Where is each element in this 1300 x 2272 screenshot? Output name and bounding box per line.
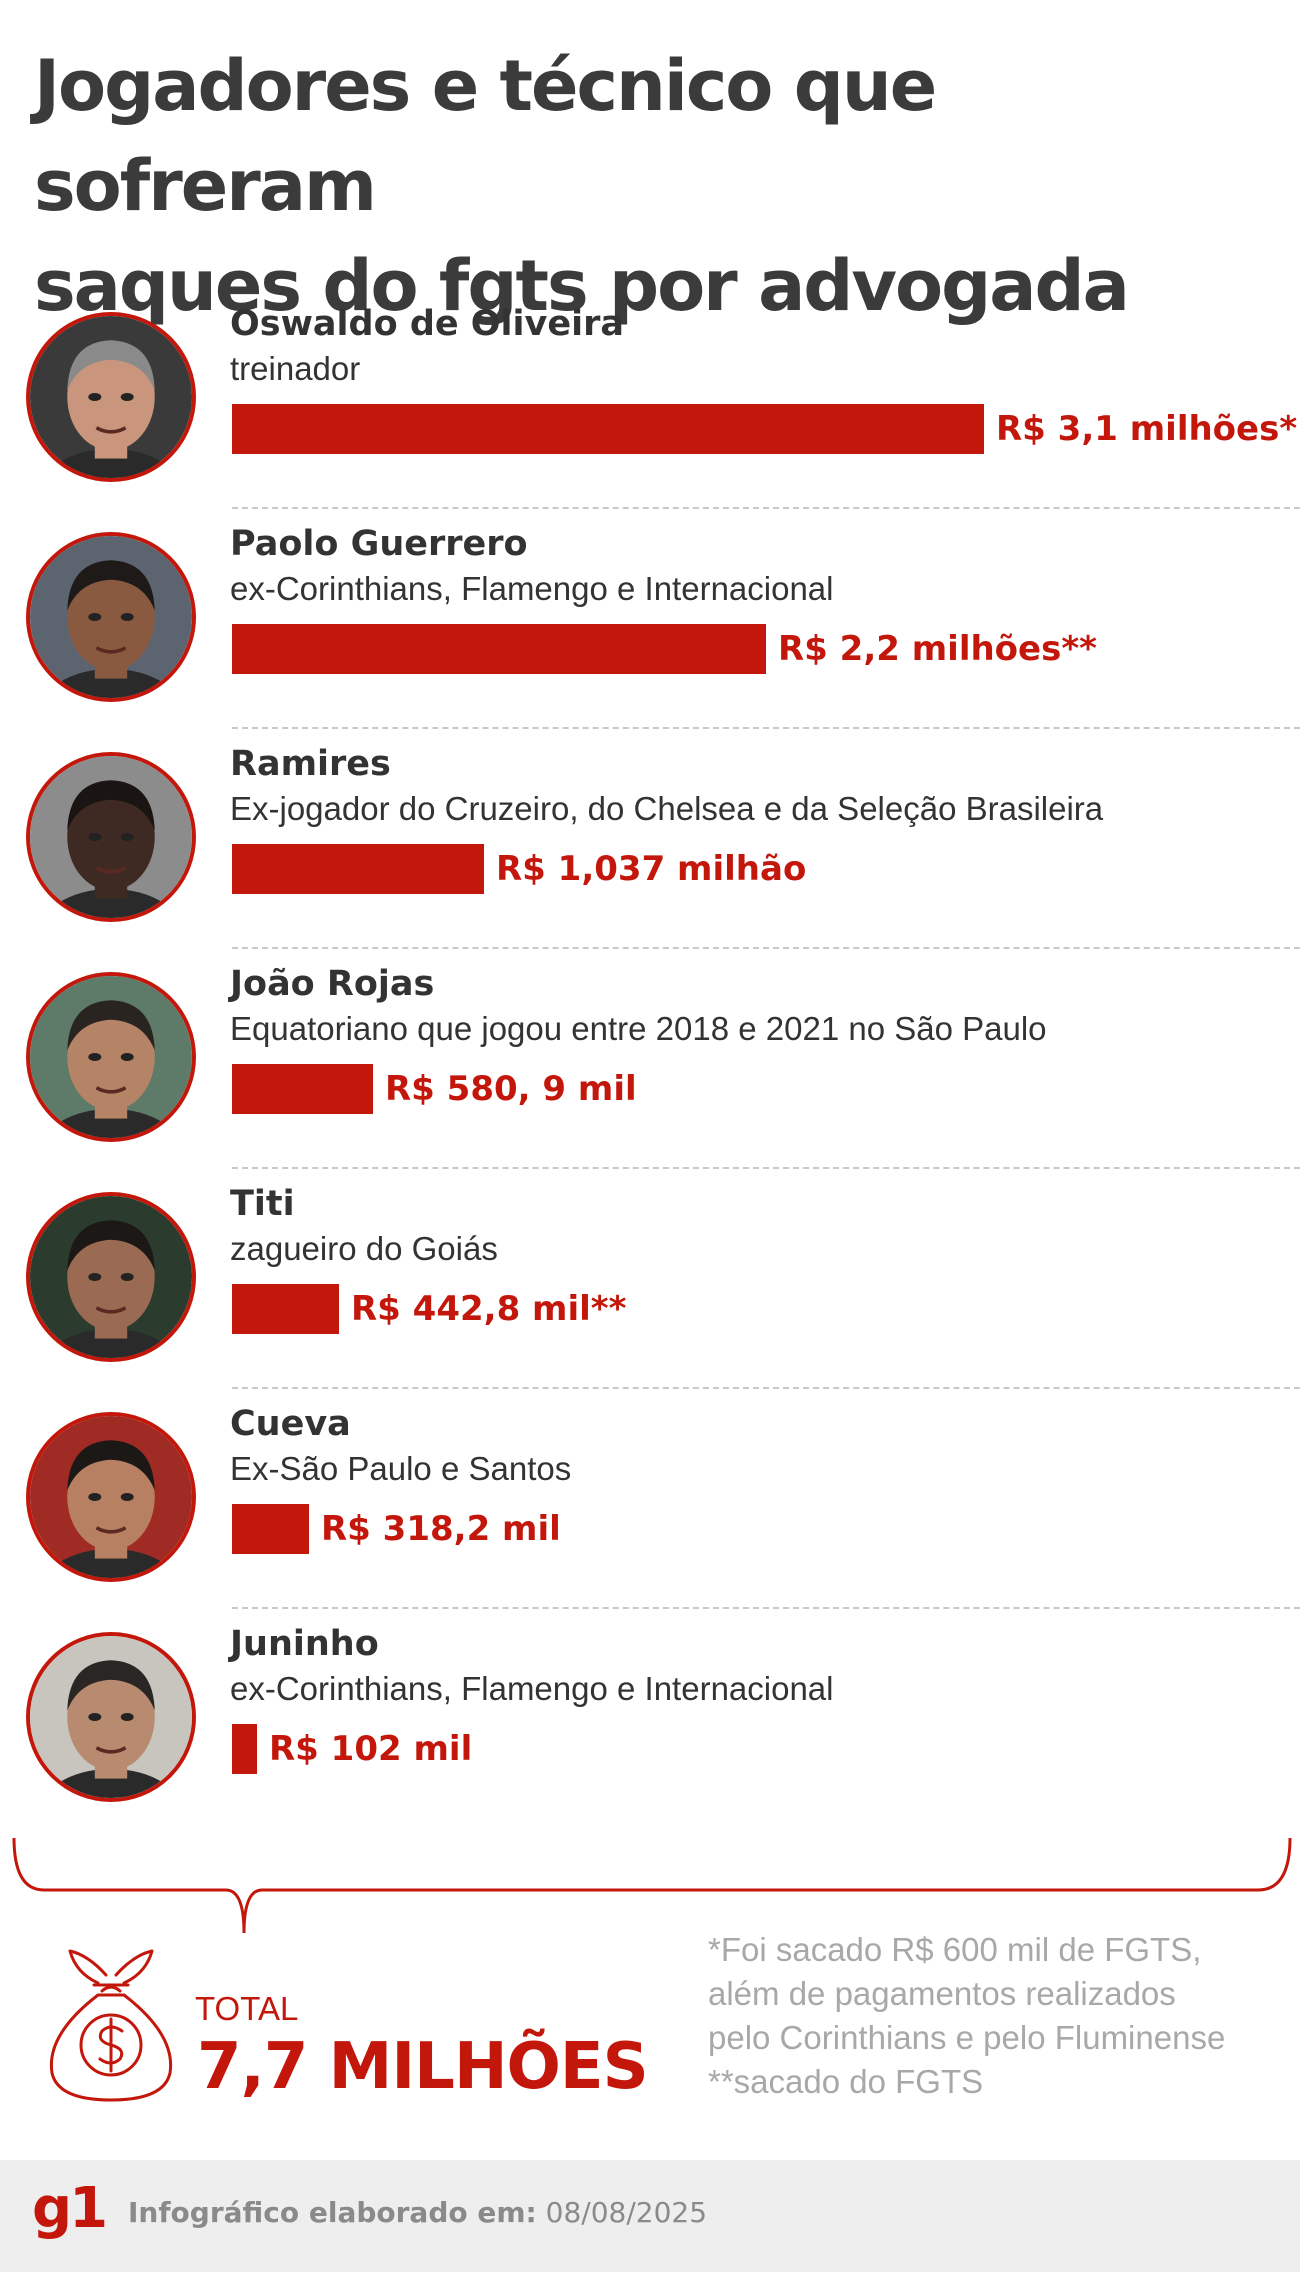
person-photo <box>26 1412 196 1582</box>
value-label: R$ 1,037 milhão <box>496 849 807 889</box>
footnote-line: pelo Corinthians e pelo Fluminense <box>708 2019 1226 2056</box>
person-row: Juninho ex-Corinthians, Flamengo e Intern… <box>0 1608 1300 1828</box>
value-bar <box>232 1064 373 1114</box>
person-photo <box>26 1192 196 1362</box>
row-separator <box>232 1387 1300 1389</box>
person-role: ex-Corinthians, Flamengo e Internacional <box>230 1670 834 1707</box>
value-label: R$ 318,2 mil <box>321 1509 561 1549</box>
title-line-1: Jogadores e técnico que sofreram <box>34 45 937 227</box>
title-line-2: saques do fgts por advogada <box>34 245 1130 327</box>
person-name: Ramires <box>230 744 391 784</box>
row-separator <box>232 947 1300 949</box>
person-row: Oswaldo de Oliveira treinador R$ 3,1 milhõ… <box>0 288 1300 509</box>
footer-bar: g1 Infográfico elaborado em: 08/08/2025 <box>0 2160 1300 2272</box>
value-label: R$ 442,8 mil** <box>351 1289 627 1329</box>
value-label: R$ 102 mil <box>269 1729 473 1769</box>
page-title: Jogadores e técnico que sofreram saques … <box>34 36 1284 336</box>
person-photo <box>26 1632 196 1802</box>
person-row: Cueva Ex-São Paulo e Santos R$ 318,2 mil <box>0 1388 1300 1609</box>
value-label: R$ 2,2 milhões** <box>778 629 1097 669</box>
value-bar <box>232 624 766 674</box>
row-separator <box>232 507 1300 509</box>
person-role: Ex-São Paulo e Santos <box>230 1450 572 1487</box>
person-row: Ramires Ex-jogador do Cruzeiro, do Chelse… <box>0 728 1300 949</box>
footnote-line: *Foi sacado R$ 600 mil de FGTS, <box>708 1931 1202 1968</box>
total-label: TOTAL <box>195 1990 299 2027</box>
person-role: ex-Corinthians, Flamengo e Internacional <box>230 570 834 607</box>
value-bar <box>232 1724 257 1774</box>
value-label: R$ 580, 9 mil <box>385 1069 637 1109</box>
credit-line: Infográfico elaborado em: 08/08/2025 <box>128 2196 707 2229</box>
person-role: Equatoriano que jogou entre 2018 e 2021 … <box>230 1010 1047 1047</box>
person-row: João Rojas Equatoriano que jogou entre 20… <box>0 948 1300 1169</box>
value-bar <box>232 404 984 454</box>
row-separator <box>232 1607 1300 1609</box>
person-row: Paolo Guerrero ex-Corinthians, Flamengo e… <box>0 508 1300 729</box>
person-name: Cueva <box>230 1404 351 1444</box>
person-row: Titi zagueiro do Goiás R$ 442,8 mil** <box>0 1168 1300 1389</box>
credit-label: Infográfico elaborado em: <box>128 2196 537 2229</box>
person-role: zagueiro do Goiás <box>230 1230 498 1267</box>
person-name: Oswaldo de Oliveira <box>230 304 624 344</box>
g1-logo: g1 <box>32 2176 108 2241</box>
value-bar <box>232 1504 309 1554</box>
footnote-line: **sacado do FGTS <box>708 2063 984 2100</box>
person-photo <box>26 532 196 702</box>
footnote-line: além de pagamentos realizados <box>708 1975 1176 2012</box>
person-name: Titi <box>230 1184 295 1224</box>
person-role: treinador <box>230 350 361 387</box>
person-photo <box>26 312 196 482</box>
total-value: 7,7 MILHÕES <box>197 2030 649 2104</box>
person-name: Juninho <box>230 1624 379 1664</box>
row-separator <box>232 727 1300 729</box>
person-role: Ex-jogador do Cruzeiro, do Chelsea e da … <box>230 790 1104 827</box>
footnotes: *Foi sacado R$ 600 mil de FGTS, além de … <box>708 1928 1288 2104</box>
money-bag-icon <box>49 1949 173 2102</box>
total-brace <box>12 1838 1292 1934</box>
value-label: R$ 3,1 milhões* <box>996 409 1298 449</box>
value-bar <box>232 1284 339 1334</box>
person-name: Paolo Guerrero <box>230 524 528 564</box>
person-photo <box>26 752 196 922</box>
row-separator <box>232 1167 1300 1169</box>
person-name: João Rojas <box>230 964 435 1004</box>
value-bar <box>232 844 484 894</box>
person-photo <box>26 972 196 1142</box>
credit-date: 08/08/2025 <box>545 2196 708 2229</box>
